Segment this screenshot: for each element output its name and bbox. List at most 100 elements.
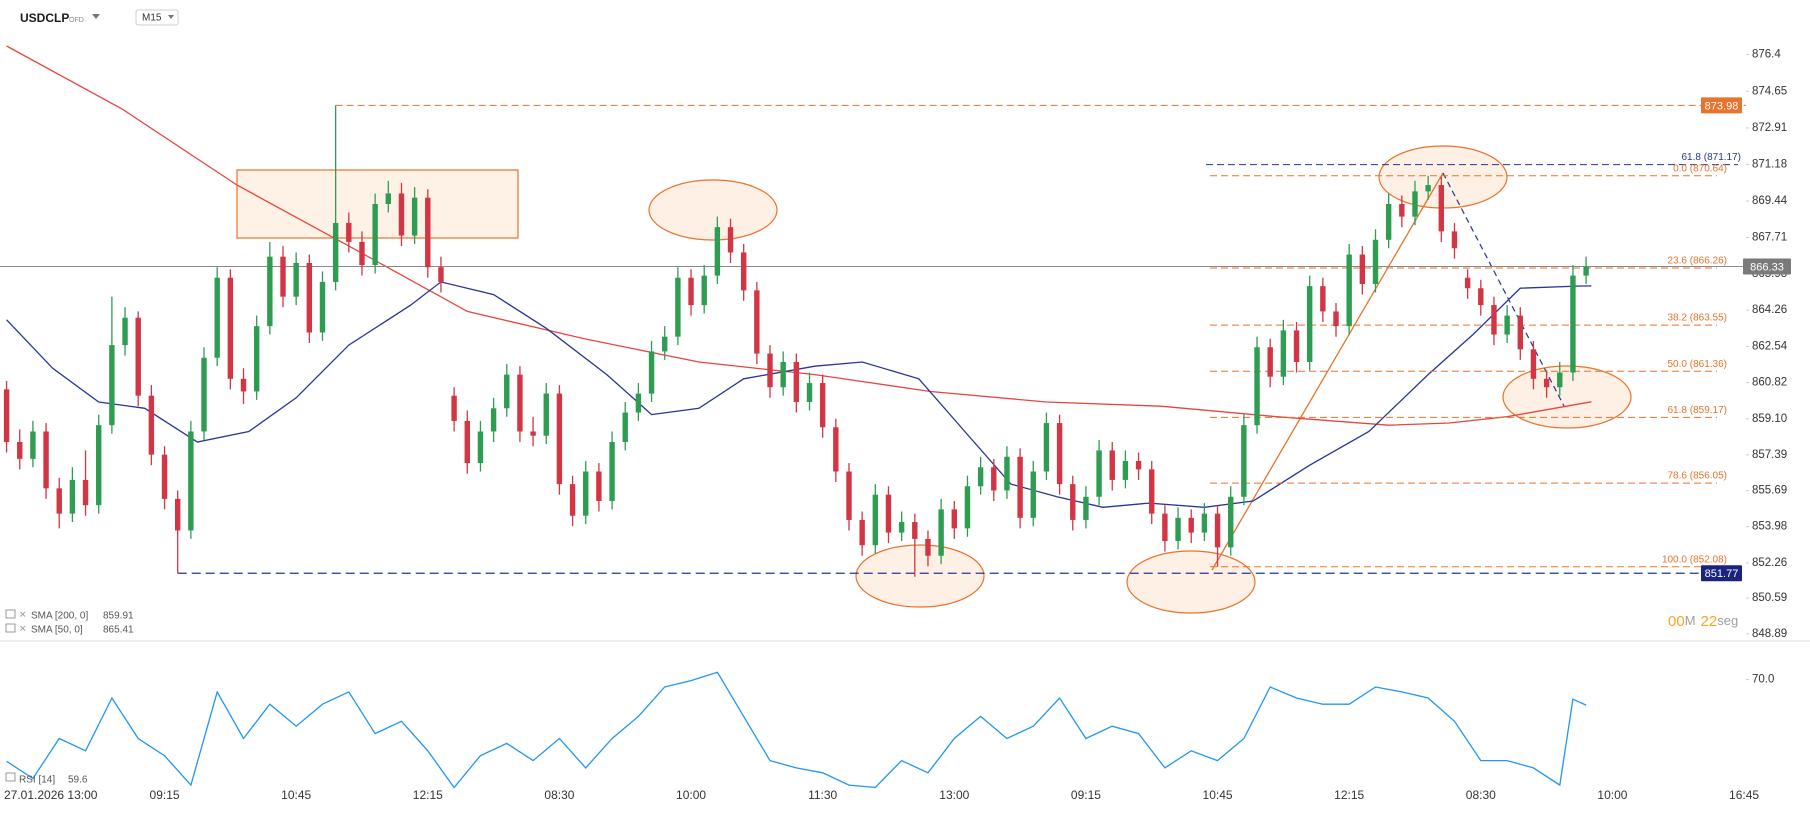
candle-body — [1043, 423, 1050, 472]
countdown-seconds: 22 — [1701, 613, 1718, 630]
legend-label: SMA [50, 0] — [31, 625, 83, 636]
candle-body — [1070, 484, 1076, 520]
candle-body — [1096, 450, 1102, 497]
candle-body — [569, 484, 576, 516]
candle-body — [122, 317, 128, 346]
support-label: 851.77 — [1705, 568, 1739, 580]
fib-label: 100.0 (852.08) — [1662, 554, 1727, 565]
candle-body — [1254, 347, 1260, 426]
candle-body — [1017, 456, 1023, 518]
candle-body — [1228, 496, 1234, 548]
legend-icon[interactable] — [5, 772, 16, 782]
fib-label: 38.2 (863.55) — [1668, 313, 1728, 324]
x-tick-label: 08:30 — [1466, 788, 1496, 802]
candle-body — [714, 227, 721, 276]
candle-body — [622, 412, 628, 443]
candle-body — [319, 281, 326, 333]
market: OFD — [69, 17, 84, 24]
candle-body — [293, 262, 299, 297]
candle-body — [964, 486, 971, 529]
y-tick-label: 871.18 — [1752, 158, 1787, 170]
legend-value: 865.41 — [103, 625, 134, 636]
candle-body — [1280, 330, 1287, 377]
candle-body — [727, 227, 734, 253]
x-tick-label: 09:15 — [1071, 788, 1101, 802]
trend-line — [1442, 172, 1565, 407]
candle-body — [898, 522, 905, 533]
candle-body — [1557, 372, 1563, 388]
candle-body — [675, 277, 681, 337]
candle-body — [214, 277, 220, 358]
candle-body — [1175, 517, 1181, 542]
legend-icon[interactable] — [5, 623, 16, 633]
y-tick-label: 850.59 — [1752, 592, 1787, 604]
resistance-label: 873.98 — [1705, 100, 1739, 112]
candle-body — [1359, 254, 1366, 285]
x-tick-label: 12:15 — [1334, 788, 1364, 802]
candle-body — [819, 383, 826, 428]
candle-body — [504, 374, 510, 409]
candle-body — [793, 361, 800, 402]
rsi-tick-label: 70.0 — [1752, 674, 1774, 686]
highlight-ellipse — [1126, 550, 1256, 614]
candle-body — [17, 442, 23, 459]
dropdown-arrow[interactable] — [92, 14, 100, 19]
timeframe-box[interactable] — [135, 9, 179, 26]
candle-body — [1543, 378, 1550, 388]
x-tick-label: 09:15 — [150, 788, 180, 802]
candle-body — [780, 361, 786, 388]
candle-body — [1201, 513, 1208, 533]
candle-body — [912, 522, 918, 539]
x-tick-label: 10:00 — [676, 788, 706, 802]
symbol[interactable]: USDCLP — [20, 11, 69, 25]
candle-body — [701, 275, 707, 306]
x-tick-label: 16:45 — [1729, 788, 1759, 802]
candle-body — [688, 277, 694, 306]
fib-label: 78.6 (856.05) — [1668, 471, 1728, 482]
x-tick-label: 13:00 — [939, 788, 969, 802]
legend-icon[interactable] — [5, 609, 16, 619]
rsi-value: 59.6 — [68, 775, 88, 786]
candle-body — [609, 442, 615, 501]
y-tick-label: 855.69 — [1752, 485, 1787, 497]
countdown-minutes: 00 — [1668, 613, 1685, 630]
candle-body — [30, 431, 36, 459]
candle-body — [438, 267, 444, 282]
timeframe[interactable]: M15 — [142, 13, 162, 24]
candle-body — [477, 431, 484, 464]
x-tick-label: 10:45 — [281, 788, 311, 802]
sma-line — [6, 281, 1592, 508]
candle-body — [1267, 347, 1273, 377]
candle-body — [227, 277, 234, 379]
support-box — [1701, 565, 1742, 582]
x-tick-label: 10:00 — [1597, 788, 1627, 802]
candle-body — [1530, 349, 1537, 379]
dropdown-arrow[interactable] — [168, 15, 174, 19]
legend-close[interactable]: ✕ — [19, 623, 27, 633]
candle-body — [280, 256, 286, 297]
y-tick-label: 853.98 — [1752, 521, 1787, 533]
candle-body — [543, 393, 549, 436]
candle-body — [1241, 425, 1247, 497]
candle-body — [1083, 496, 1089, 520]
rsi-panel — [6, 671, 1587, 789]
candle-body — [1122, 460, 1129, 480]
trend-line — [1211, 172, 1444, 571]
legend-label: SMA [200, 0] — [31, 611, 88, 622]
candle-body — [135, 317, 141, 396]
candle-body — [464, 420, 470, 464]
candle-body — [1478, 288, 1484, 306]
candle-body — [1162, 513, 1168, 542]
fib-label: 50.0 (861.36) — [1668, 359, 1728, 370]
x-tick-label: 11:30 — [808, 788, 837, 802]
y-tick-label: 867.71 — [1752, 232, 1787, 244]
candle-body — [938, 509, 944, 556]
candle-body — [1399, 203, 1405, 217]
candle-body — [754, 290, 760, 354]
candle-body — [1517, 315, 1523, 350]
fib-label: 23.6 (866.26) — [1668, 256, 1728, 267]
candle-body — [1188, 517, 1194, 533]
legend-close[interactable]: ✕ — [19, 609, 27, 619]
